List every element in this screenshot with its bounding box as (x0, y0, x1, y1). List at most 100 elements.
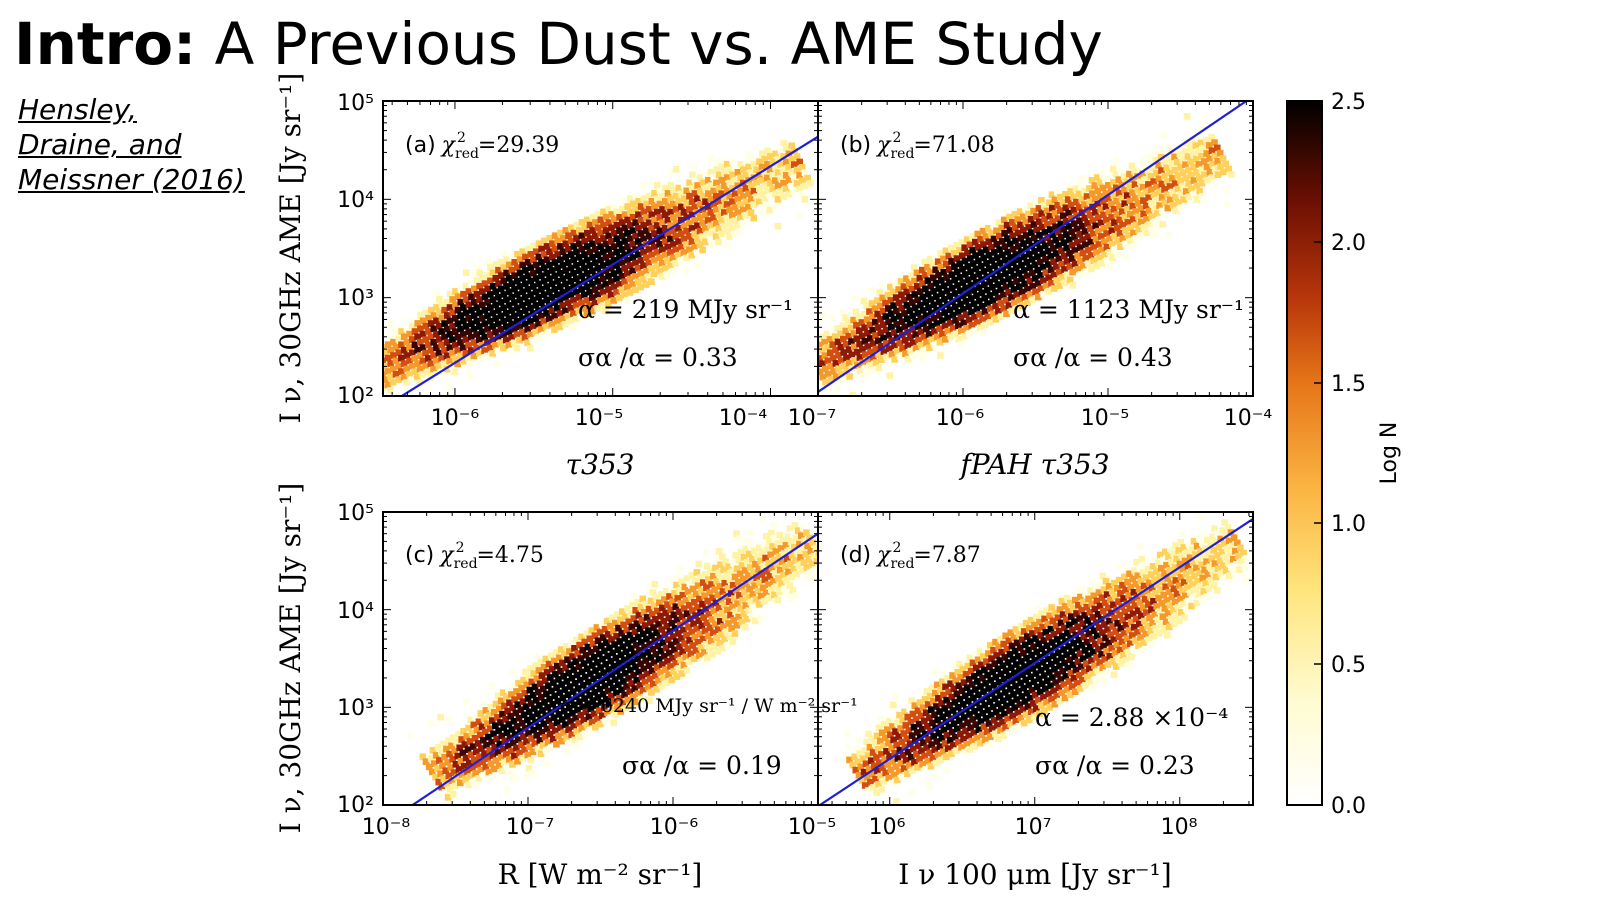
heatmap-cell (1047, 682, 1054, 690)
heatmap-cell (721, 636, 728, 644)
heatmap-cell (567, 251, 575, 258)
heatmap-cell (462, 296, 470, 303)
heatmap-cell (1144, 566, 1152, 573)
citation-link[interactable]: Hensley, Draine, and Meissner (2016) (18, 92, 245, 197)
heatmap-cell (392, 357, 400, 365)
heatmap-cell (1107, 631, 1114, 638)
heatmap-cell (1016, 208, 1024, 215)
heatmap-cell (804, 174, 811, 182)
heatmap-cell (1099, 629, 1106, 636)
heatmap-cell (642, 600, 650, 608)
heatmap-cell (436, 757, 443, 764)
heatmap-cell (918, 355, 925, 362)
heatmap-cell (943, 731, 951, 739)
heatmap-cell (744, 594, 751, 601)
heatmap-cell (699, 657, 706, 665)
heatmap-cell (924, 264, 931, 271)
heatmap-cell (473, 304, 481, 311)
heatmap-cell (564, 312, 572, 320)
heatmap-cell (1070, 220, 1078, 227)
heatmap-cell (680, 182, 688, 189)
heatmap-cell (643, 670, 651, 678)
ylabel-panel-c: I ν, 30GHz AME [Jy sr⁻¹] (274, 483, 307, 834)
heatmap-cell (972, 238, 979, 246)
heatmap-cell (933, 738, 941, 745)
colorbar-tick-4: 2.0 (1331, 231, 1366, 256)
heatmap-cell (718, 609, 726, 617)
heatmap-cell (1196, 174, 1203, 182)
heatmap-cell (1131, 602, 1139, 609)
heatmap-cell (812, 544, 818, 552)
heatmap-cell (1012, 251, 1020, 258)
heatmap-cell (931, 341, 938, 349)
heatmap-cell (383, 344, 386, 351)
heatmap-cell (871, 762, 878, 770)
heatmap-cell (1054, 202, 1061, 209)
heatmap-cell (673, 673, 681, 680)
heatmap-cell (991, 660, 998, 667)
heatmap-cell (602, 696, 610, 703)
heatmap-cell (909, 339, 917, 347)
heatmap-cell (1019, 671, 1026, 678)
heatmap-cell (492, 288, 499, 295)
heatmap-cell (923, 325, 930, 333)
heatmap-cell (680, 605, 688, 612)
heatmap-cell (680, 209, 688, 216)
heatmap-cell (1127, 618, 1135, 626)
heatmap-cell (1158, 167, 1165, 174)
heatmap-cell (791, 543, 798, 551)
heatmap-cell (406, 357, 413, 365)
heatmap-cell (697, 174, 704, 181)
heatmap-cell (489, 717, 496, 724)
heatmap-cell (609, 649, 616, 657)
heatmap-cell (1120, 630, 1128, 637)
heatmap-cell (1164, 575, 1171, 582)
heatmap-cell (1155, 559, 1162, 567)
heatmap-cell (560, 707, 568, 715)
heatmap-cell (914, 283, 921, 290)
heatmap-cell (1113, 641, 1121, 649)
heatmap-cell (1154, 223, 1161, 231)
heatmap-cell (634, 598, 641, 606)
heatmap-cell (990, 235, 998, 243)
heatmap-cell (1145, 181, 1152, 188)
heatmap-cell (387, 401, 394, 408)
ylabel-panel-a: I ν, 30GHz AME [Jy sr⁻¹] (274, 73, 307, 424)
heatmap-cell (832, 360, 840, 367)
heatmap-cell (583, 630, 590, 637)
heatmap-cell (837, 330, 844, 338)
heatmap-cell (553, 741, 560, 748)
heatmap-cell (645, 605, 653, 613)
heatmap-cell (562, 227, 570, 234)
heatmap-cell (475, 718, 483, 726)
panel-c-alpha: α = 6240 MJy sr⁻¹ / W m⁻² sr⁻¹ (560, 695, 858, 717)
heatmap-cell (791, 161, 798, 168)
heatmap-cell (985, 238, 992, 246)
heatmap-cell (452, 288, 459, 295)
heatmap-cell (828, 570, 835, 577)
heatmap-cell (1199, 539, 1206, 547)
heatmap-cell (389, 379, 397, 386)
heatmap-cell (419, 357, 427, 365)
heatmap-cell (1167, 545, 1174, 552)
heatmap-cell (888, 350, 896, 358)
heatmap-cell (559, 659, 566, 667)
heatmap-cell (660, 652, 668, 660)
heatmap-cell (1137, 542, 1144, 550)
heatmap-cell (804, 542, 811, 550)
heatmap-cell (932, 279, 940, 287)
heatmap-cell (832, 373, 840, 381)
heatmap-cell (656, 254, 663, 261)
heatmap-cell (1088, 177, 1096, 184)
heatmap-cell (478, 355, 486, 362)
heatmap-cell (1027, 202, 1035, 210)
heatmap-cell (1185, 597, 1192, 605)
heatmap-cell (985, 720, 993, 727)
heatmap-cell (1041, 650, 1049, 658)
heatmap-cell (1107, 187, 1115, 194)
heatmap-cell (1149, 584, 1156, 592)
heatmap-cell (530, 269, 537, 277)
heatmap-cell (888, 744, 895, 752)
heatmap-cell (880, 721, 888, 728)
heatmap-cell (1044, 234, 1051, 241)
